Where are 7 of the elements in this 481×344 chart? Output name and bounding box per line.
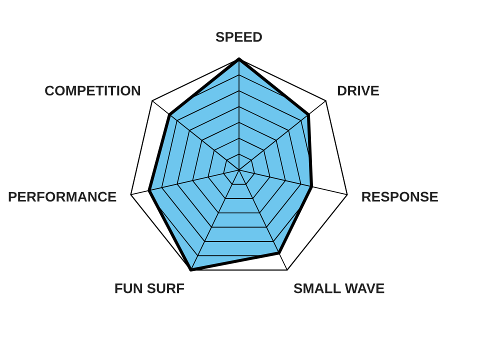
spoke-label: DRIVE	[338, 86, 379, 96]
spoke-label: RESPONSE	[362, 192, 438, 202]
spoke-label: FUN SURF	[115, 283, 184, 294]
spoke-label: SPEED	[216, 32, 262, 42]
spoke-label: SMALL WAVE	[294, 283, 384, 294]
spoke-label: COMPETITION	[45, 86, 140, 96]
spoke-label: PERFORMANCE	[8, 192, 116, 202]
